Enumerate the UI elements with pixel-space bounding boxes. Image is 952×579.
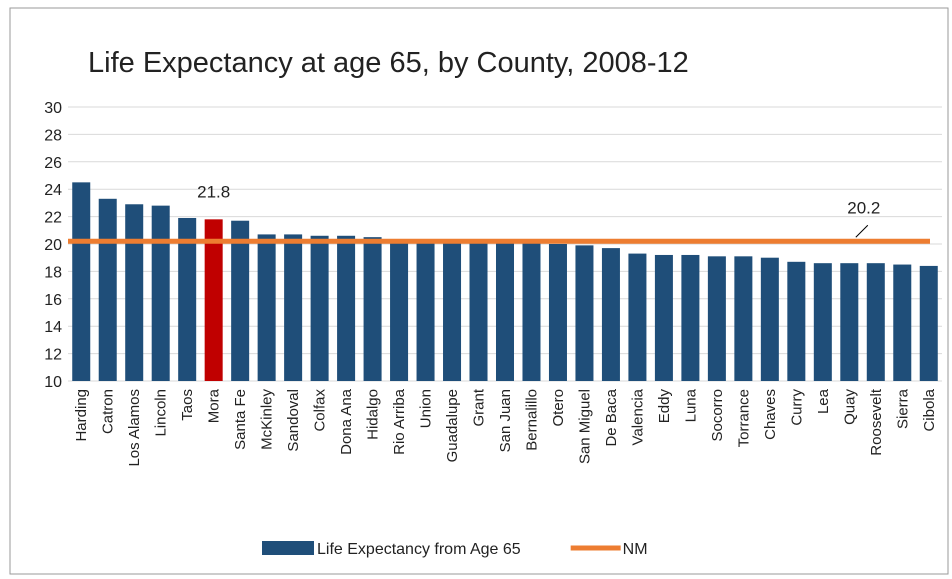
chart-title: Life Expectancy at age 65, by County, 20… — [88, 47, 689, 79]
bar — [840, 263, 859, 381]
x-tick-label: Rio Arriba — [391, 388, 408, 455]
label-leader — [855, 224, 869, 238]
x-tick-label: Sierra — [894, 388, 911, 429]
x-tick-label: Eddy — [656, 389, 673, 424]
x-tick-label: Grant — [471, 388, 488, 426]
bar — [337, 235, 356, 381]
bar — [787, 261, 806, 381]
y-tick-label: 20 — [44, 237, 62, 254]
y-tick-label: 30 — [44, 100, 62, 117]
x-tick-label: Lea — [815, 388, 832, 414]
x-tick-label: Roosevelt — [868, 388, 885, 456]
y-tick-label: 10 — [44, 374, 62, 391]
y-tick-label: 28 — [44, 127, 62, 144]
x-tick-label: Valencia — [629, 388, 646, 445]
x-tick-label: San Miguel — [576, 389, 593, 464]
bar — [443, 242, 462, 381]
x-tick-label: Dona Ana — [338, 388, 355, 455]
bar — [98, 198, 117, 381]
x-tick-label: Luna — [682, 388, 699, 422]
y-tick-label: 22 — [44, 210, 62, 227]
x-tick-label: Los Alamos — [126, 389, 143, 467]
y-tick-label: 16 — [44, 292, 62, 309]
y-tick-label: 26 — [44, 155, 62, 172]
bar — [178, 217, 197, 381]
bar — [575, 245, 594, 381]
bar — [363, 237, 382, 381]
bar — [601, 248, 620, 381]
data-label: 21.8 — [197, 182, 230, 201]
bar — [522, 242, 541, 381]
x-tick-label: Mora — [206, 388, 223, 423]
x-tick-label: Santa Fe — [232, 389, 249, 450]
x-tick-label: Socorro — [709, 389, 726, 442]
x-tick-label: Guadalupe — [444, 389, 461, 462]
legend-label: NM — [623, 541, 648, 558]
x-tick-label: Sandoval — [285, 389, 302, 452]
x-tick-label: Union — [418, 389, 435, 428]
x-tick-label: McKinley — [259, 389, 276, 450]
x-tick-label: Harding — [73, 389, 90, 442]
bar — [628, 253, 647, 381]
bar — [866, 263, 885, 381]
bar — [310, 235, 329, 381]
x-tick-label: Torrance — [735, 389, 752, 447]
bar — [495, 242, 515, 381]
bar — [72, 182, 91, 381]
bar — [681, 254, 700, 381]
bar — [204, 219, 223, 381]
x-tick-label: De Baca — [603, 388, 620, 446]
x-tick-label: Lincoln — [153, 389, 170, 437]
y-tick-label: 14 — [44, 319, 62, 336]
bar — [734, 256, 753, 381]
bar — [919, 265, 938, 381]
y-tick-label: 18 — [44, 264, 62, 281]
data-label: 20.2 — [847, 198, 880, 217]
y-tick-label: 12 — [44, 347, 62, 364]
bar — [813, 263, 832, 381]
bar — [125, 204, 144, 381]
bar — [151, 205, 170, 381]
bar — [469, 242, 488, 381]
legend-swatch — [262, 541, 314, 555]
x-tick-label: Otero — [550, 389, 567, 427]
x-tick-label: Cibola — [921, 388, 938, 431]
x-tick-label: Hidalgo — [365, 389, 382, 440]
x-tick-label: San Juan — [497, 389, 514, 452]
y-tick-label: 24 — [44, 182, 62, 199]
bar — [390, 241, 409, 381]
bar — [257, 234, 276, 381]
bar — [231, 220, 250, 381]
bar — [893, 264, 912, 381]
x-tick-label: Catron — [100, 389, 117, 434]
x-tick-label: Bernalillo — [523, 389, 540, 451]
bar — [284, 234, 303, 381]
bar — [416, 241, 435, 381]
legend-label: Life Expectancy from Age 65 — [317, 541, 521, 558]
x-tick-label: Curry — [788, 389, 805, 426]
bar — [707, 256, 726, 381]
x-tick-label: Colfax — [312, 389, 329, 432]
x-tick-label: Taos — [179, 389, 196, 421]
x-tick-label: Quay — [841, 389, 858, 425]
x-tick-label: Chaves — [762, 389, 779, 440]
bar — [654, 254, 673, 381]
bar — [548, 244, 567, 381]
bar — [760, 257, 779, 381]
